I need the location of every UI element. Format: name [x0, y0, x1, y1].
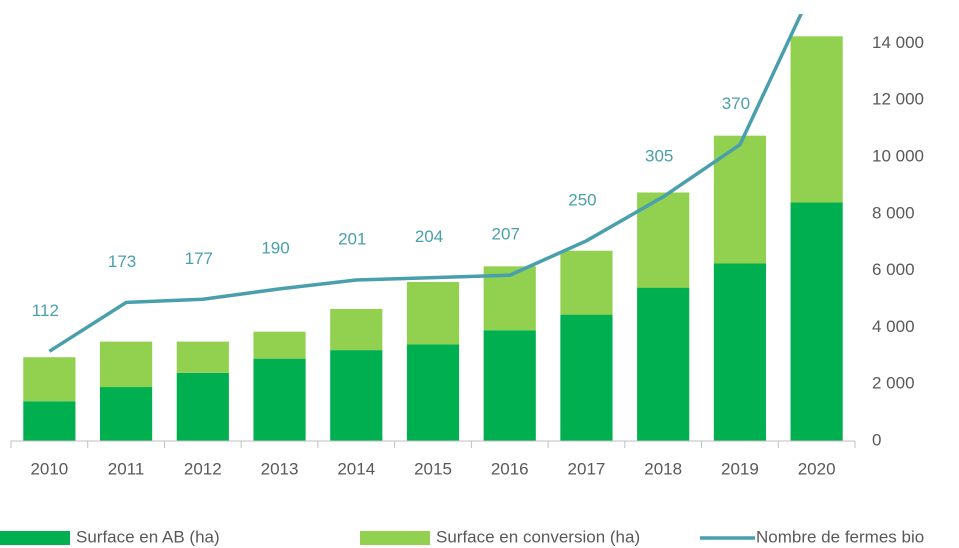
x-tick-label: 2017: [568, 459, 606, 478]
legend-swatch: [0, 531, 70, 545]
data-label: 190: [261, 238, 289, 257]
data-label: 173: [108, 252, 136, 271]
data-label: 177: [185, 249, 213, 268]
data-label: 370: [722, 94, 750, 113]
x-tick-label: 2015: [414, 459, 452, 478]
y-tick-label: 14 000: [872, 33, 924, 52]
x-tick-label: 2018: [644, 459, 682, 478]
y-tick-label: 8 000: [872, 203, 915, 222]
bar-segment: [406, 281, 460, 345]
data-label: 112: [32, 301, 59, 320]
y-tick-label: 2 000: [872, 374, 915, 393]
bar-segment: [253, 331, 306, 359]
bar-segment: [713, 135, 766, 264]
bar-segment: [790, 36, 843, 203]
bar-segment: [790, 202, 843, 441]
data-label: 207: [492, 225, 520, 244]
x-tick-label: 2011: [108, 459, 145, 478]
line-group: [48, 14, 803, 353]
bar-segment: [713, 263, 766, 441]
bar-segment: [637, 287, 690, 441]
x-tick-label: 2016: [491, 459, 529, 478]
bar-segment: [23, 357, 76, 402]
bar-segment: [176, 372, 229, 441]
legend-label: Nombre de fermes bio: [756, 527, 924, 546]
y-tick-label: 12 000: [872, 90, 924, 109]
bar-segment: [330, 350, 383, 441]
legend-label: Surface en AB (ha): [76, 527, 220, 546]
bar-segment: [483, 330, 536, 441]
x-tick-label: 2013: [261, 459, 299, 478]
bar-segment: [23, 401, 76, 441]
bar-segment: [253, 358, 306, 441]
y-tick-label: 6 000: [872, 260, 915, 279]
bar-segment: [100, 341, 153, 388]
y-tick-label: 4 000: [872, 317, 915, 336]
data-label: 204: [415, 227, 443, 246]
x-tick-label: 2014: [337, 459, 375, 478]
legend-label: Surface en conversion (ha): [436, 527, 640, 546]
bar-segment: [100, 387, 153, 441]
y-tick-label: 10 000: [872, 146, 924, 165]
y-tick-label: 0: [872, 430, 881, 449]
data-label: 305: [645, 146, 673, 165]
line: [48, 14, 803, 353]
bar-segment: [406, 344, 460, 441]
legend-swatch: [360, 531, 430, 545]
bar-segment: [176, 341, 229, 373]
bar-segment: [330, 308, 383, 351]
data-label: 250: [568, 190, 596, 209]
bar-segment: [560, 314, 613, 441]
data-label: 201: [338, 230, 366, 249]
x-tick-label: 2010: [30, 459, 68, 478]
bar-segment: [560, 250, 613, 315]
x-tick-label: 2012: [184, 459, 222, 478]
x-tick-label: 2019: [721, 459, 759, 478]
x-tick-label: 2020: [798, 459, 836, 478]
